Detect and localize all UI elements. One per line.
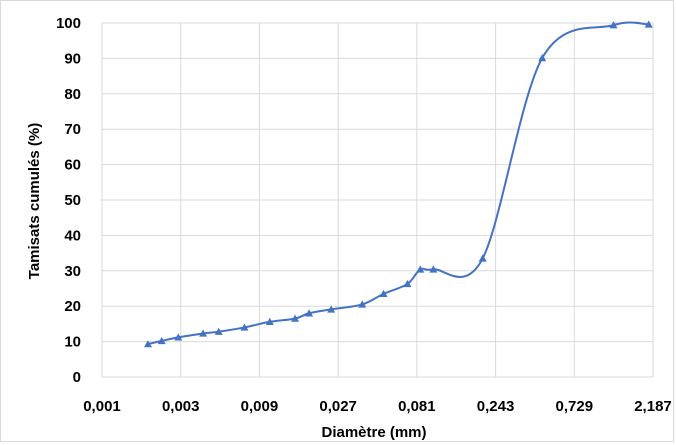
data-point-marker <box>416 265 425 273</box>
x-tick-label: 0,003 <box>162 398 200 415</box>
y-axis-title: Tamisats cumulés (%) <box>26 123 43 279</box>
x-tick-label: 2,187 <box>634 398 672 415</box>
data-point-marker <box>199 329 208 337</box>
data-point-marker <box>478 254 487 262</box>
gridlines <box>101 22 654 378</box>
data-point-marker <box>327 305 336 313</box>
x-tick-label: 0,001 <box>83 398 121 415</box>
x-tick-labels: 0,001 0,003 0,009 0,027 0,081 0,243 0,729 2,187 <box>83 398 672 415</box>
data-point-marker <box>240 323 249 331</box>
data-point-marker <box>609 21 618 29</box>
y-tick-labels: 0 10 20 30 40 50 60 70 80 90 100 <box>56 15 81 386</box>
data-point-marker <box>214 327 223 335</box>
data-point-marker <box>358 300 367 308</box>
y-tick-label: 80 <box>64 86 81 103</box>
y-tick-label: 100 <box>56 15 81 32</box>
y-tick-label: 70 <box>64 121 81 138</box>
data-point-marker <box>644 20 653 28</box>
data-point-marker <box>157 336 166 345</box>
data-point-marker <box>265 317 274 325</box>
y-tick-label: 10 <box>64 334 81 351</box>
data-point-marker <box>143 340 152 348</box>
data-point-marker <box>174 333 183 341</box>
y-tick-label: 20 <box>64 298 81 315</box>
y-tick-label: 50 <box>64 192 81 209</box>
data-curve <box>147 21 649 346</box>
y-tick-label: 0 <box>73 369 81 386</box>
series-line <box>147 21 649 346</box>
y-tick-label: 90 <box>64 50 81 67</box>
x-tick-label: 0,729 <box>556 398 594 415</box>
y-tick-label: 40 <box>64 227 81 244</box>
x-tick-label: 0,081 <box>398 398 436 415</box>
x-tick-label: 0,027 <box>319 398 357 415</box>
x-tick-label: 0,243 <box>477 398 515 415</box>
data-point-marker <box>403 279 412 288</box>
data-point-marker <box>291 314 300 322</box>
data-point-marker <box>379 289 388 298</box>
data-point-marker <box>538 54 547 62</box>
y-tick-label: 60 <box>64 157 81 174</box>
x-axis-title: Diamètre (mm) <box>321 424 426 441</box>
x-tick-label: 0,009 <box>241 398 279 415</box>
data-markers <box>143 20 653 348</box>
y-tick-label: 30 <box>64 263 81 280</box>
data-point-marker <box>429 265 438 273</box>
data-point-marker <box>305 309 314 317</box>
